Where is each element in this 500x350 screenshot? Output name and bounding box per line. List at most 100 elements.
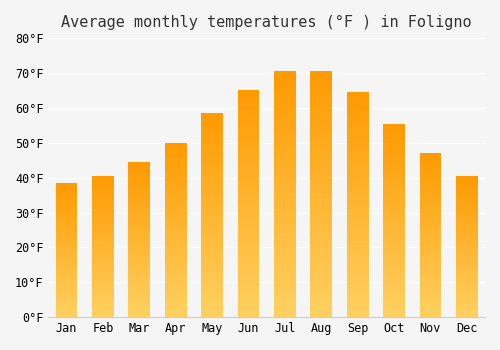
Bar xyxy=(383,267,405,271)
Bar xyxy=(310,125,332,130)
Bar xyxy=(238,281,260,285)
Bar xyxy=(238,149,260,154)
Bar xyxy=(92,280,114,283)
Bar xyxy=(165,310,186,314)
Bar xyxy=(128,224,150,227)
Bar xyxy=(346,137,368,142)
Bar xyxy=(383,209,405,212)
Bar xyxy=(165,286,186,289)
Bar xyxy=(310,238,332,243)
Bar xyxy=(238,226,260,231)
Bar xyxy=(56,199,78,202)
Bar xyxy=(456,269,477,272)
Bar xyxy=(274,86,296,91)
Bar xyxy=(92,198,114,201)
Bar xyxy=(201,244,223,248)
Bar xyxy=(383,240,405,244)
Bar xyxy=(165,198,186,202)
Bar xyxy=(201,280,223,285)
Bar xyxy=(201,113,223,117)
Bar xyxy=(165,150,186,153)
Bar xyxy=(420,153,442,156)
Bar xyxy=(165,171,186,174)
Bar xyxy=(165,191,186,195)
Bar xyxy=(56,274,78,277)
Bar xyxy=(383,143,405,147)
Bar xyxy=(201,142,223,146)
Bar xyxy=(201,256,223,260)
Bar xyxy=(383,205,405,209)
Bar xyxy=(56,194,78,196)
Bar xyxy=(128,187,150,190)
Bar xyxy=(310,116,332,120)
Bar xyxy=(201,125,223,130)
Bar xyxy=(420,271,442,274)
Bar xyxy=(165,143,186,146)
Bar xyxy=(128,196,150,199)
Bar xyxy=(92,230,114,232)
Bar xyxy=(238,195,260,199)
Bar xyxy=(346,101,368,106)
Bar xyxy=(165,265,186,268)
Bar xyxy=(420,222,442,225)
Bar xyxy=(128,302,150,305)
Bar xyxy=(92,207,114,210)
Bar xyxy=(201,248,223,252)
Bar xyxy=(92,224,114,227)
Bar xyxy=(56,212,78,215)
Bar xyxy=(128,292,150,295)
Bar xyxy=(201,170,223,174)
Bar xyxy=(165,212,186,216)
Bar xyxy=(201,231,223,236)
Bar xyxy=(456,314,477,317)
Bar xyxy=(383,212,405,217)
Bar xyxy=(420,278,442,281)
Bar xyxy=(420,202,442,206)
Bar xyxy=(456,255,477,258)
Bar xyxy=(128,221,150,224)
Bar xyxy=(92,278,114,280)
Bar xyxy=(274,258,296,263)
Bar xyxy=(456,193,477,196)
Bar xyxy=(56,306,78,309)
Bar xyxy=(346,182,368,187)
Bar xyxy=(238,213,260,217)
Bar xyxy=(201,146,223,150)
Bar xyxy=(310,253,332,258)
Bar xyxy=(420,238,442,242)
Bar xyxy=(420,261,442,265)
Bar xyxy=(92,266,114,269)
Bar xyxy=(92,246,114,249)
Bar xyxy=(346,106,368,110)
Bar xyxy=(383,232,405,236)
Bar xyxy=(201,276,223,280)
Bar xyxy=(238,131,260,136)
Bar xyxy=(201,182,223,187)
Bar xyxy=(274,189,296,194)
Bar xyxy=(383,309,405,313)
Bar xyxy=(456,230,477,232)
Bar xyxy=(383,182,405,186)
Bar xyxy=(128,243,150,246)
Bar xyxy=(346,218,368,223)
Bar xyxy=(92,269,114,272)
Bar xyxy=(201,187,223,191)
Bar xyxy=(56,293,78,296)
Bar xyxy=(128,205,150,209)
Bar xyxy=(238,145,260,149)
Bar xyxy=(383,271,405,274)
Bar xyxy=(274,116,296,120)
Bar xyxy=(346,295,368,299)
Bar xyxy=(165,279,186,282)
Bar xyxy=(310,194,332,199)
Bar xyxy=(238,113,260,118)
Bar xyxy=(420,196,442,199)
Bar xyxy=(383,298,405,302)
Bar xyxy=(383,224,405,228)
Bar xyxy=(165,202,186,205)
Bar xyxy=(128,237,150,239)
Bar xyxy=(456,264,477,266)
Bar xyxy=(56,250,78,253)
Bar xyxy=(56,285,78,288)
Bar xyxy=(456,312,477,314)
